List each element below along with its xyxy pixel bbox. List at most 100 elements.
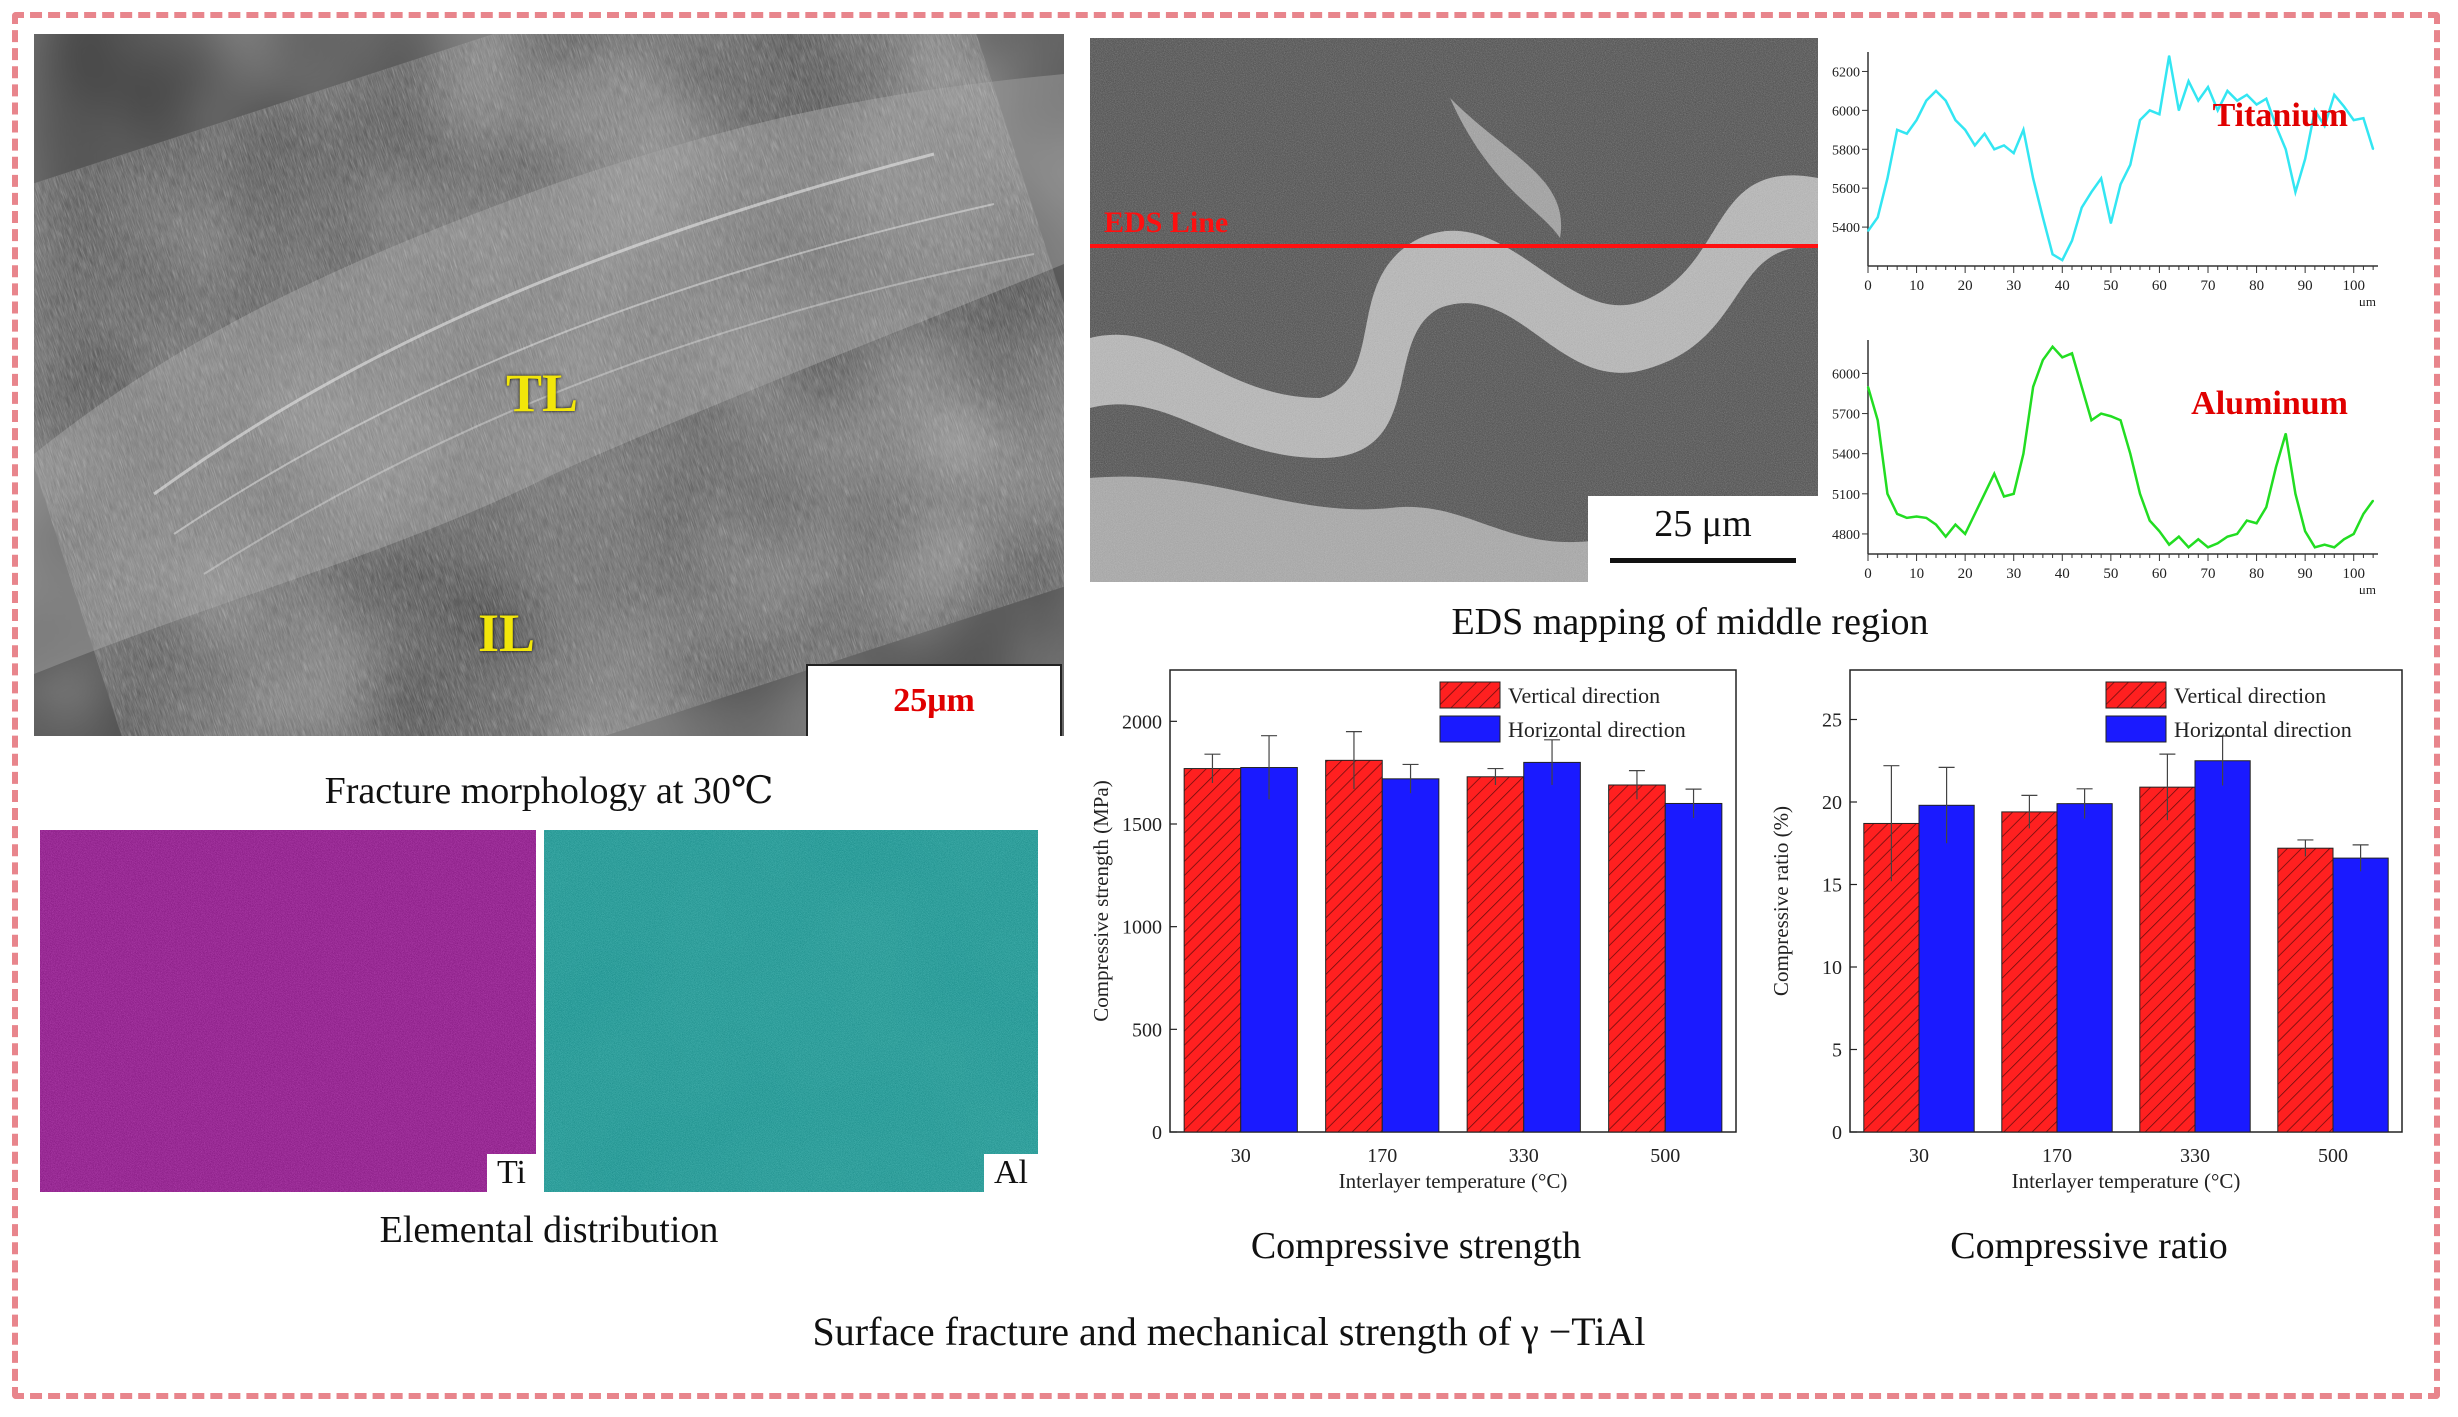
al-data-point [1886, 493, 1889, 495]
al-data-point [2304, 530, 2306, 533]
al-data-point [2080, 386, 2083, 388]
ti-data-point [2061, 259, 2064, 261]
al-map: Al [544, 830, 1038, 1192]
eds-scale-box: 25 μm [1588, 496, 1818, 582]
strength-legend-swatch [1439, 715, 1501, 743]
al-data-point [2246, 519, 2248, 522]
strength-x-tick-label: 170 [1367, 1145, 1397, 1167]
al-data-point [2148, 519, 2151, 522]
eds-scale-line [1610, 558, 1796, 563]
ratio-y-tick-label: 0 [1832, 1122, 1842, 1144]
ti-data-point [2022, 129, 2025, 131]
ratio-bar-vertical [2277, 847, 2334, 1133]
al-x-unit: μm [2359, 582, 2376, 594]
ti-data-point [2323, 125, 2326, 127]
strength-caption: Compressive strength [1076, 1224, 1756, 1268]
al-x-tick-label: 70 [2201, 566, 2216, 582]
ratio-bar-horizontal [2332, 857, 2389, 1133]
ti-data-point [2226, 90, 2229, 92]
al-data-point [1974, 513, 1976, 515]
al-data-point [1915, 515, 1918, 518]
ti-data-point [2197, 99, 2200, 102]
ti-tag: Ti [486, 1154, 536, 1192]
al-data-point [2226, 535, 2229, 538]
ti-data-point [2032, 177, 2034, 180]
strength-legend-label: Vertical direction [1508, 683, 1660, 708]
ti-y-tick-label: 6200 [1832, 65, 1860, 80]
ti-data-point [2236, 99, 2238, 102]
strength-bar-horizontal [1664, 802, 1723, 1133]
eds-sem-image: EDS Line 25 μm [1090, 38, 1818, 582]
strength-x-tick-label: 330 [1509, 1145, 1539, 1167]
tl-label: TL [506, 363, 579, 423]
al-data-point [2119, 419, 2122, 422]
ratio-x-tick-label: 30 [1909, 1145, 1929, 1167]
strength-bar-horizontal [1240, 767, 1298, 1133]
al-data-point [2178, 535, 2180, 538]
al-x-tick-label: 100 [2342, 566, 2365, 582]
strength-x-axis-label: Interlayer temperature (°C) [1339, 1169, 1568, 1193]
strength-y-tick-label: 0 [1152, 1122, 1162, 1144]
ti-data-point [2071, 239, 2073, 242]
al-data-point [1944, 535, 1947, 538]
al-data-point [1983, 493, 1986, 495]
eds-line-label: EDS Line [1104, 206, 1229, 239]
al-data-point [1935, 523, 1937, 526]
strength-y-tick-label: 500 [1132, 1019, 1162, 1041]
ti-y-tick-label: 5600 [1832, 182, 1860, 197]
ti-data-point [2129, 164, 2132, 166]
ti-data-point [2178, 109, 2180, 112]
ratio-bar-vertical [2001, 811, 2058, 1133]
strength-bar-horizontal [1381, 778, 1440, 1133]
ti-data-point [2352, 119, 2355, 121]
ti-data-point [2158, 113, 2161, 116]
al-data-point [2071, 352, 2073, 355]
al-element-label: Aluminum [2191, 385, 2348, 422]
ti-x-tick-label: 10 [1909, 278, 1924, 294]
strength-bar-vertical [1608, 784, 1666, 1133]
fracture-sem-image: TL IL 25μm [34, 34, 1064, 736]
ti-data-point [1993, 148, 1996, 151]
ti-data-point [1876, 216, 1879, 219]
al-data-point [2372, 499, 2374, 502]
al-data-point [2187, 546, 2190, 549]
al-data-point [2265, 506, 2268, 508]
al-data-point [2051, 345, 2054, 348]
strength-y-axis-label: Compressive strength (MPa) [1089, 780, 1113, 1021]
al-data-point [2323, 543, 2326, 546]
strength-bar-vertical [1325, 759, 1383, 1133]
al-y-tick-label: 5100 [1832, 488, 1860, 503]
ti-x-tick-label: 70 [2201, 278, 2216, 294]
ti-data-point [2187, 80, 2190, 82]
al-data-point [2352, 533, 2355, 535]
al-data-point [2343, 538, 2345, 541]
ti-x-tick-label: 50 [2103, 278, 2118, 294]
ti-map: Ti [40, 830, 536, 1192]
al-data-point [2139, 493, 2141, 495]
il-label: IL [478, 603, 536, 663]
ti-data-point [2275, 125, 2277, 127]
ratio-y-tick-label: 15 [1822, 875, 1842, 897]
ratio-x-tick-label: 500 [2318, 1145, 2348, 1167]
ti-x-tick-label: 80 [2249, 278, 2264, 294]
ti-data-point [2168, 55, 2170, 57]
al-data-point [2197, 538, 2200, 541]
al-data-point [2129, 452, 2132, 455]
ti-x-tick-label: 40 [2055, 278, 2070, 294]
ti-data-point [2304, 158, 2306, 160]
ti-data-point [2003, 144, 2005, 147]
ti-data-point [1974, 144, 1976, 147]
al-data-point [2236, 533, 2238, 535]
ti-data-point [2148, 109, 2151, 112]
ti-data-point [2042, 216, 2044, 219]
elemental-caption: Elemental distribution [379, 1209, 719, 1251]
ratio-y-axis-label: Compressive ratio (%) [1769, 806, 1793, 996]
al-data-point [2090, 419, 2093, 422]
strength-bar-vertical [1466, 776, 1525, 1133]
ratio-bar-horizontal [2194, 760, 2251, 1133]
ratio-legend-swatch [2105, 681, 2167, 709]
ti-data-point [2294, 191, 2297, 193]
ti-data-point [2284, 148, 2287, 151]
al-data-point [2275, 466, 2277, 468]
ti-data-point [1944, 99, 1947, 102]
